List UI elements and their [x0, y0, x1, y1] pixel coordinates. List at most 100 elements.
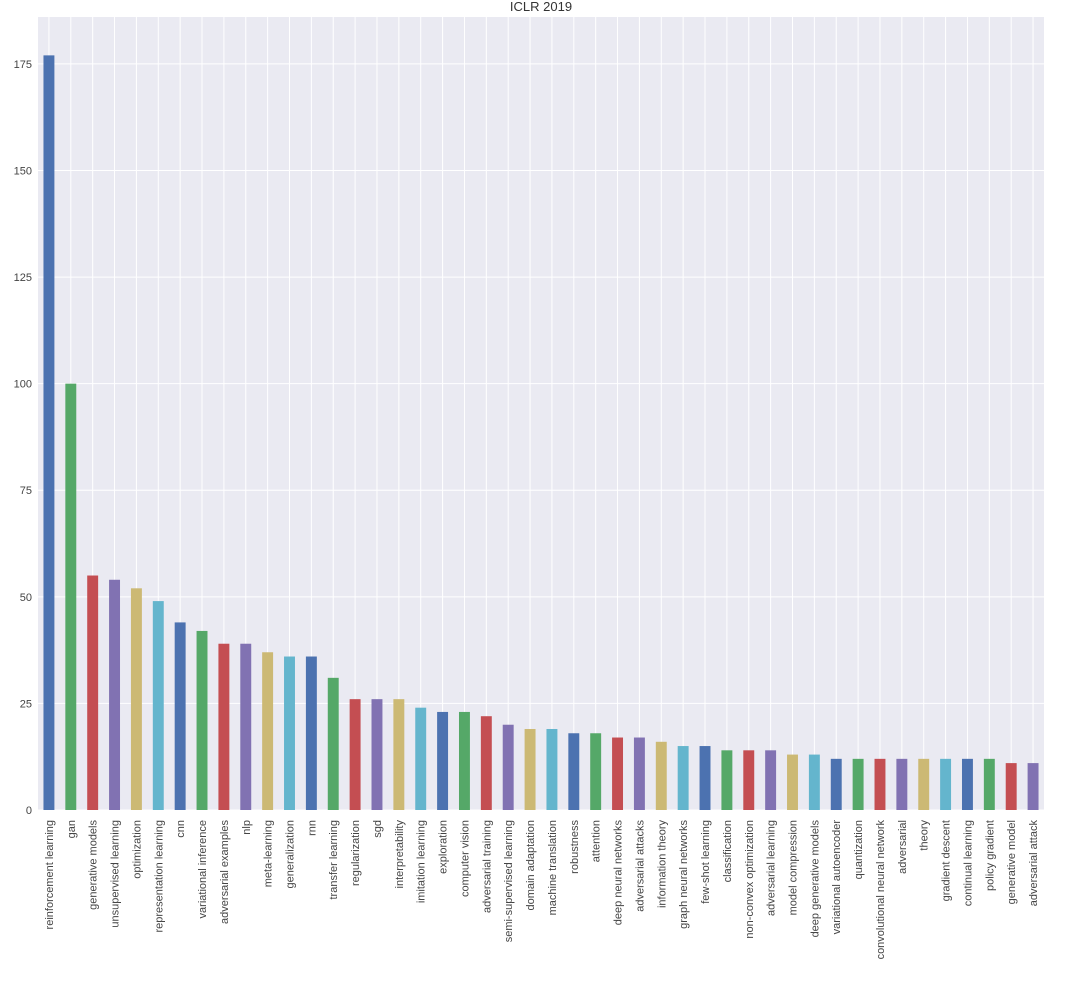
- y-tick-label: 0: [26, 805, 32, 817]
- x-tick-label: gan: [66, 820, 78, 838]
- x-tick-label: representation learning: [153, 820, 165, 933]
- bar-attention: [590, 733, 602, 810]
- x-tick-label: rnn: [306, 820, 318, 836]
- bar-imitation-learning: [415, 707, 427, 810]
- x-tick-label: generalization: [285, 820, 297, 889]
- bar-gradient-descent: [940, 758, 952, 810]
- y-tick-label: 50: [20, 592, 32, 604]
- bar-adversarial-examples: [218, 643, 230, 810]
- bar-transfer-learning: [327, 677, 339, 810]
- x-tick-label: unsupervised learning: [110, 820, 122, 928]
- y-tick-label: 25: [20, 698, 32, 710]
- bar-deep-neural-networks: [612, 737, 624, 810]
- x-tick-label: graph neural networks: [678, 820, 690, 929]
- bar-computer-vision: [458, 711, 470, 810]
- bar-domain-adaptation: [524, 728, 536, 810]
- bar-exploration: [437, 711, 449, 810]
- x-tick-label: deep neural networks: [613, 820, 625, 926]
- bar-adversarial-attack: [1027, 763, 1039, 810]
- bar-adversarial-training: [480, 716, 492, 810]
- x-tick-label: variational autoencoder: [831, 820, 843, 935]
- y-tick-label: 75: [20, 485, 32, 497]
- x-tick-label: regularization: [350, 820, 362, 886]
- x-tick-label: generative model: [1006, 820, 1018, 904]
- bar-sgd: [371, 699, 383, 810]
- x-tick-label: convolutional neural network: [875, 820, 887, 960]
- y-tick-label: 150: [14, 165, 32, 177]
- x-tick-label: interpretability: [394, 820, 406, 889]
- y-tick-label: 175: [14, 59, 32, 71]
- x-tick-label: computer vision: [459, 820, 471, 897]
- bar-variational-autoencoder: [830, 758, 842, 810]
- bar-generative-models: [87, 575, 99, 810]
- x-tick-label: quantization: [853, 820, 865, 879]
- bar-generative-model: [1005, 763, 1017, 810]
- bar-graph-neural-networks: [677, 746, 689, 810]
- x-tick-label: adversarial attacks: [634, 820, 646, 912]
- x-tick-label: machine translation: [547, 820, 559, 915]
- bar-information-theory: [655, 741, 667, 810]
- x-tick-label: sgd: [372, 820, 384, 838]
- bar-representation-learning: [152, 601, 164, 810]
- bar-meta-learning: [262, 652, 274, 810]
- x-tick-label: adversarial attack: [1028, 820, 1040, 907]
- x-tick-label: cnn: [175, 820, 187, 838]
- bar-variational-inference: [196, 630, 208, 810]
- x-tick-label: adversarial training: [481, 820, 493, 913]
- x-axis-ticks: reinforcement learning gan generative mode…: [44, 820, 1040, 960]
- bar-gan: [65, 383, 77, 810]
- x-tick-label: generative models: [88, 820, 100, 910]
- x-tick-label: adversarial: [897, 820, 909, 874]
- bar-reinforcement-learning: [43, 55, 55, 810]
- bar-classification: [721, 750, 733, 810]
- x-tick-label: nlp: [241, 820, 253, 835]
- x-tick-label: classification: [722, 820, 734, 882]
- x-tick-label: reinforcement learning: [44, 820, 56, 929]
- x-tick-label: continual learning: [962, 820, 974, 906]
- x-tick-label: adversarial learning: [766, 820, 778, 916]
- bar-generalization: [284, 656, 295, 810]
- x-tick-label: information theory: [656, 820, 668, 909]
- bar-interpretability: [393, 699, 405, 810]
- x-tick-label: model compression: [788, 820, 800, 915]
- x-tick-label: gradient descent: [941, 820, 953, 901]
- bar-machine-translation: [546, 728, 558, 810]
- bar-unsupervised-learning: [109, 579, 121, 810]
- x-tick-label: few-shot learning: [700, 820, 712, 904]
- x-tick-label: domain adaptation: [525, 820, 537, 911]
- x-tick-label: imitation learning: [416, 820, 428, 903]
- chart-title: ICLR 2019: [510, 0, 572, 14]
- bar-adversarial-learning: [765, 750, 777, 810]
- bar-policy-gradient: [983, 758, 995, 810]
- bar-semi-supervised-learning: [502, 724, 514, 810]
- bar-continual-learning: [961, 758, 973, 810]
- bar-model-compression: [787, 754, 798, 810]
- x-tick-label: non-convex optimization: [744, 820, 756, 939]
- bar-convolutional-neural-network: [874, 758, 886, 810]
- bar-optimization: [130, 588, 142, 810]
- bar-nlp: [240, 643, 252, 810]
- bar-theory: [918, 758, 930, 810]
- bar-non-convex-optimization: [743, 750, 755, 810]
- x-tick-label: semi-supervised learning: [503, 820, 515, 942]
- bar-adversarial: [896, 758, 908, 810]
- x-tick-label: meta-learning: [263, 820, 275, 887]
- x-tick-label: theory: [919, 820, 931, 851]
- bar-few-shot-learning: [699, 746, 711, 810]
- x-tick-label: adversarial examples: [219, 820, 231, 924]
- y-tick-label: 125: [14, 272, 32, 284]
- x-tick-label: deep generative models: [809, 820, 821, 938]
- x-tick-label: transfer learning: [328, 820, 340, 900]
- y-axis-ticks: 0 25 50 75 100 125 150 175: [14, 59, 32, 817]
- x-tick-label: attention: [591, 820, 603, 862]
- y-tick-label: 100: [14, 379, 32, 391]
- bar-robustness: [568, 733, 580, 810]
- bar-rnn: [305, 656, 317, 810]
- bar-quantization: [852, 758, 864, 810]
- x-tick-label: policy gradient: [984, 820, 996, 891]
- x-tick-label: robustness: [569, 820, 581, 874]
- bar-adversarial-attacks: [633, 737, 645, 810]
- plot-area: [38, 17, 1044, 810]
- bars: [43, 55, 1039, 810]
